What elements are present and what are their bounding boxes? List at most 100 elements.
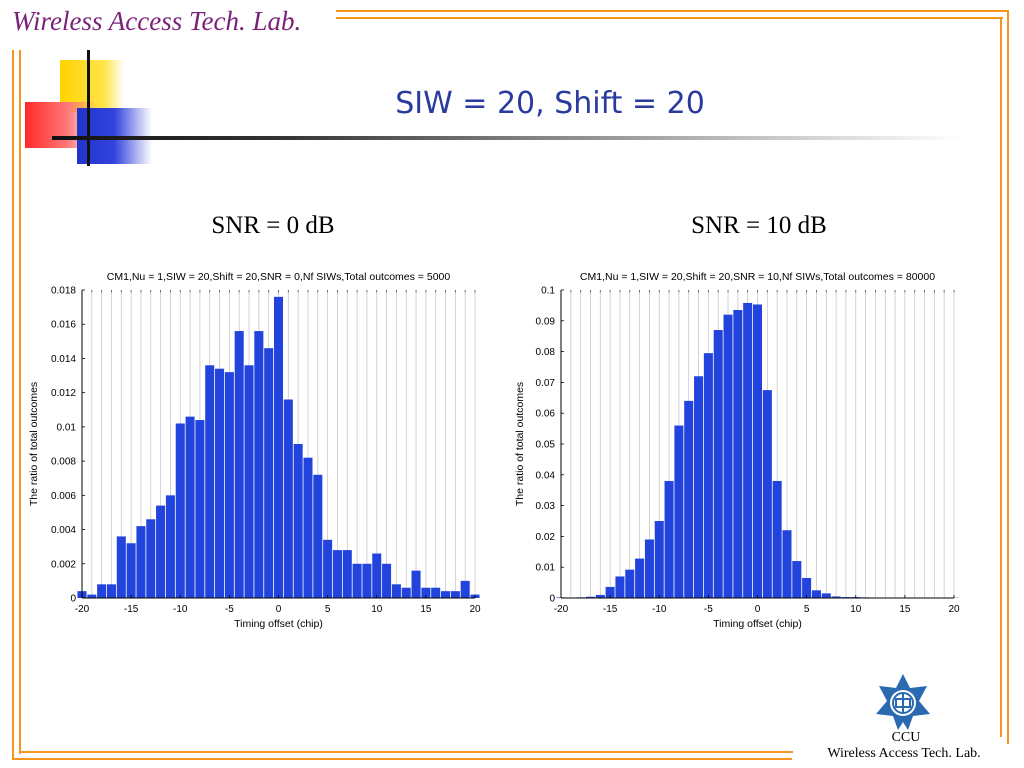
- bar: [401, 587, 411, 598]
- bar: [460, 580, 470, 598]
- bar: [752, 304, 763, 598]
- y-tick-label: 0.002: [51, 559, 76, 570]
- bar: [116, 536, 126, 598]
- x-tick-label: -15: [603, 604, 618, 615]
- x-tick-label: -15: [124, 604, 139, 615]
- bar: [303, 457, 313, 598]
- bar: [441, 591, 451, 598]
- bar: [342, 550, 352, 598]
- histogram-chart-snr-10: 0 0.01 0.02 0.03 0.04 0.05 0.06 0.07 0.08 0.09 0.1…: [514, 271, 960, 630]
- x-tick-label: -5: [225, 604, 234, 615]
- bar: [323, 539, 333, 598]
- y-tick-label: 0.05: [536, 440, 556, 451]
- bar: [313, 474, 323, 598]
- x-axis-label: Timing offset (chip): [234, 618, 323, 630]
- panel-heading-snr-10: SNR = 10 dB: [691, 212, 827, 239]
- bar: [372, 553, 382, 598]
- bar: [431, 587, 441, 598]
- x-tick-label: 20: [469, 604, 481, 615]
- bar: [450, 591, 460, 598]
- bar: [254, 331, 264, 598]
- bar: [273, 296, 284, 598]
- x-tick-label: 10: [371, 604, 383, 615]
- y-tick-label: 0: [70, 594, 76, 605]
- bar: [595, 594, 605, 598]
- horizontal-rule: [52, 136, 962, 140]
- frame-right-outer: [1007, 10, 1009, 744]
- bar: [684, 400, 694, 598]
- bar: [654, 521, 664, 598]
- bar: [713, 330, 723, 598]
- y-tick-label: 0.06: [536, 409, 556, 420]
- bar: [332, 550, 342, 598]
- y-tick-label: 0.008: [51, 457, 76, 468]
- bar: [224, 372, 234, 598]
- bar: [762, 390, 772, 598]
- x-tick-label: -10: [652, 604, 667, 615]
- x-tick-label: 15: [899, 604, 911, 615]
- bar: [195, 420, 205, 598]
- footer-org: CCU: [891, 730, 921, 745]
- x-tick-label: 0: [276, 604, 282, 615]
- vertical-line: [87, 50, 90, 166]
- frame-bottom-outer: [12, 758, 792, 760]
- frame-top-outer: [336, 10, 1009, 12]
- y-tick-label: 0.09: [536, 316, 556, 327]
- decorative-squares: [0, 0, 200, 170]
- y-tick-label: 0.1: [541, 286, 555, 297]
- bar: [831, 596, 841, 598]
- bar: [87, 594, 97, 598]
- x-tick-label: -5: [704, 604, 713, 615]
- x-axis-label: Timing offset (chip): [713, 618, 802, 630]
- bar: [126, 543, 136, 598]
- bar: [165, 495, 175, 598]
- bar: [283, 399, 293, 598]
- y-tick-label: 0.08: [536, 347, 556, 358]
- y-axis-label: The ratio of total outcomes: [514, 382, 526, 506]
- bar: [723, 314, 733, 598]
- bar: [811, 590, 821, 598]
- slide-title: SIW = 20, Shift = 20: [395, 86, 705, 121]
- bar: [391, 584, 401, 598]
- bar: [352, 563, 362, 598]
- bar: [421, 587, 431, 598]
- y-tick-label: 0.012: [51, 388, 76, 399]
- bar: [185, 416, 195, 598]
- frame-left-outer: [12, 50, 14, 760]
- lab-name-header: Wireless Access Tech. Lab.: [12, 6, 302, 36]
- frame-bottom-inner: [19, 751, 793, 753]
- bar: [772, 480, 782, 598]
- y-tick-label: 0.04: [536, 470, 556, 481]
- footer-lab-name: Wireless Access Tech. Lab.: [827, 746, 981, 761]
- bar: [175, 423, 185, 598]
- frame-top-inner: [336, 17, 1003, 19]
- bar: [605, 586, 615, 598]
- ccu-emblem-icon: [876, 674, 930, 730]
- bar: [733, 310, 743, 598]
- y-tick-label: 0.004: [51, 525, 76, 536]
- y-tick-label: 0.02: [536, 532, 556, 543]
- panel-heading-snr-0: SNR = 0 dB: [211, 212, 335, 239]
- bar: [156, 505, 166, 598]
- bar: [234, 331, 244, 598]
- histogram-chart-snr-0: 0 0.002 0.004 0.006 0.008 0.01 0.012 0.014 0.016…: [28, 271, 481, 630]
- bar: [782, 530, 792, 598]
- bar: [585, 596, 595, 598]
- bar: [821, 593, 831, 598]
- y-tick-label: 0.03: [536, 501, 556, 512]
- x-tick-label: -10: [173, 604, 188, 615]
- chart-title: CM1,Nu = 1,SIW = 20,Shift = 20,SNR = 0,N…: [107, 271, 451, 283]
- bar: [106, 584, 116, 598]
- bar: [703, 353, 713, 598]
- bar: [215, 368, 225, 598]
- y-tick-label: 0.01: [57, 422, 77, 433]
- bar: [264, 348, 274, 598]
- bar: [146, 519, 156, 598]
- y-tick-label: 0: [549, 594, 555, 605]
- y-tick-label: 0.014: [51, 354, 76, 365]
- bar: [136, 526, 146, 598]
- y-tick-label: 0.01: [536, 563, 556, 574]
- chart-title: CM1,Nu = 1,SIW = 20,Shift = 20,SNR = 10,…: [580, 271, 935, 283]
- x-tick-label: 15: [420, 604, 432, 615]
- bar: [97, 584, 107, 598]
